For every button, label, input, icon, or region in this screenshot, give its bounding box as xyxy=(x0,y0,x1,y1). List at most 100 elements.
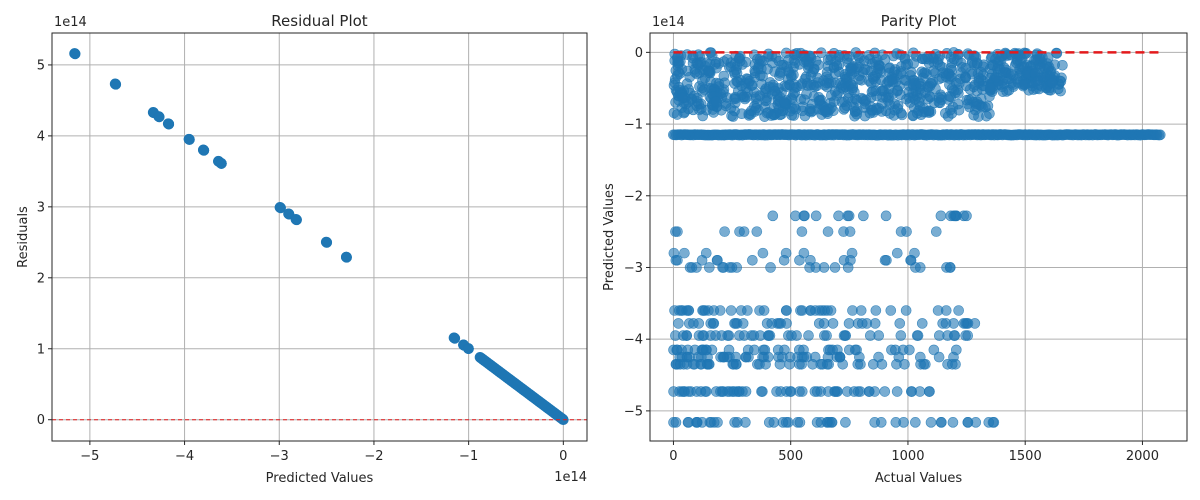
data-point xyxy=(948,85,960,96)
data-point xyxy=(789,102,800,113)
data-point xyxy=(698,84,710,95)
data-point xyxy=(110,79,122,90)
data-point xyxy=(717,262,728,273)
data-point xyxy=(216,158,227,169)
data-point xyxy=(693,318,705,329)
data-point xyxy=(983,417,995,428)
data-point xyxy=(686,262,698,273)
data-point xyxy=(859,110,871,122)
data-point xyxy=(784,351,796,363)
data-point xyxy=(699,305,711,316)
data-point xyxy=(890,76,902,88)
data-point xyxy=(767,79,779,91)
data-point xyxy=(904,92,915,104)
data-point xyxy=(846,68,857,80)
data-point xyxy=(779,344,790,356)
data-point xyxy=(840,417,851,428)
y-tick-label: −5 xyxy=(624,404,643,419)
data-point xyxy=(794,59,805,70)
data-point xyxy=(712,255,723,266)
data-point xyxy=(274,202,286,213)
data-point xyxy=(801,88,812,100)
data-point xyxy=(822,226,834,237)
data-point xyxy=(767,210,779,222)
data-point xyxy=(704,262,715,273)
data-point xyxy=(868,73,879,85)
residual-grid xyxy=(52,33,587,441)
data-point xyxy=(671,344,683,356)
residual-points xyxy=(69,48,569,426)
data-point xyxy=(198,145,210,156)
data-point xyxy=(928,344,940,356)
data-point xyxy=(936,417,947,428)
data-point xyxy=(962,330,974,341)
data-point xyxy=(962,417,974,428)
data-point xyxy=(825,305,837,316)
data-point xyxy=(693,59,704,71)
data-point xyxy=(945,210,957,222)
data-point xyxy=(900,59,912,71)
data-point xyxy=(791,81,802,93)
data-point xyxy=(341,251,352,263)
data-point xyxy=(847,82,859,94)
data-point xyxy=(877,84,889,96)
data-point xyxy=(859,95,871,107)
data-point xyxy=(1154,129,1166,141)
data-point xyxy=(843,344,855,356)
data-point xyxy=(734,386,745,397)
data-point xyxy=(946,358,958,370)
data-point xyxy=(930,226,942,237)
data-point xyxy=(727,358,739,370)
residual-ticks: −5 −4 −3 −2 −1 0 0 1 2 3 4 5 xyxy=(37,58,568,464)
data-point xyxy=(740,351,752,363)
data-point xyxy=(980,101,991,113)
data-point xyxy=(894,318,906,329)
data-point xyxy=(715,351,726,363)
data-point xyxy=(935,210,947,222)
data-point xyxy=(691,417,703,428)
data-point xyxy=(842,262,854,273)
data-point xyxy=(879,386,891,397)
data-point xyxy=(958,318,970,329)
data-point xyxy=(757,247,769,259)
data-point xyxy=(961,94,973,106)
y-tick-label: 2 xyxy=(37,271,45,286)
data-point xyxy=(821,81,833,93)
residual-ylabel: Residuals xyxy=(16,206,31,268)
parity-ticks: 0 500 1000 1500 2000 0 −1 −2 −3 −4 −5 xyxy=(624,46,1159,464)
data-point xyxy=(674,68,686,80)
data-point xyxy=(981,110,992,122)
y-tick-label: 1 xyxy=(37,342,45,357)
data-point xyxy=(732,417,743,428)
data-point xyxy=(813,95,825,107)
data-point xyxy=(1046,77,1058,89)
data-point xyxy=(990,72,1002,83)
data-point xyxy=(973,77,985,89)
data-point xyxy=(953,305,964,316)
data-point xyxy=(959,71,971,83)
data-point xyxy=(703,358,715,370)
data-point xyxy=(697,330,708,341)
parity-y-offset-label: 1e14 xyxy=(652,15,685,30)
data-point xyxy=(1032,79,1044,90)
data-point xyxy=(895,330,907,341)
x-tick-label: −2 xyxy=(364,449,383,464)
data-point xyxy=(153,111,165,122)
data-point xyxy=(719,226,730,237)
data-point xyxy=(746,330,757,341)
data-point xyxy=(708,417,720,428)
data-point xyxy=(1049,59,1061,71)
data-point xyxy=(898,417,909,428)
data-point xyxy=(870,305,882,316)
data-point xyxy=(850,105,861,117)
data-point xyxy=(754,358,765,370)
data-point xyxy=(969,318,981,329)
data-point xyxy=(826,417,837,428)
x-tick-label: −1 xyxy=(459,449,478,464)
data-point xyxy=(1005,69,1017,80)
data-point xyxy=(780,247,792,259)
data-point xyxy=(833,66,845,78)
data-point xyxy=(670,417,682,428)
data-point xyxy=(714,305,726,316)
data-point xyxy=(695,103,707,115)
